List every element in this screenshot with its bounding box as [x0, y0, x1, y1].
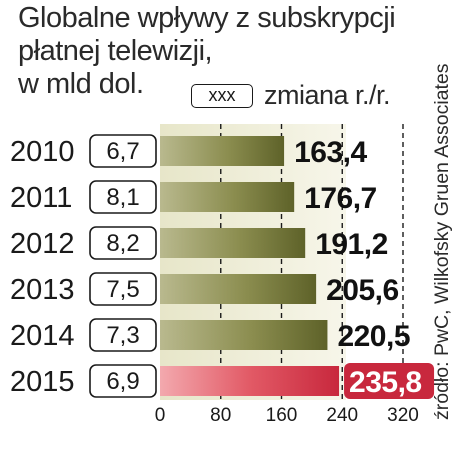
legend-change-box: xxx — [191, 84, 253, 108]
title-line: Globalne wpływy z subskrypcji — [18, 2, 396, 34]
change-box — [89, 318, 157, 352]
year-label: 2012 — [10, 228, 75, 260]
bar — [160, 228, 306, 258]
x-tick-label: 80 — [210, 405, 231, 426]
bar — [160, 366, 340, 396]
change-label: 8,1 — [106, 184, 139, 211]
plot-panel — [160, 124, 346, 400]
x-tick-label: 0 — [155, 405, 166, 426]
change-box — [89, 180, 157, 214]
year-label: 2014 — [10, 320, 75, 352]
value-label: 205,6 — [326, 274, 399, 307]
change-box — [89, 226, 157, 260]
year-label: 2011 — [10, 182, 72, 214]
change-box — [89, 134, 157, 168]
value-label: 163,4 — [294, 136, 367, 169]
value-label: 235,8 — [349, 366, 422, 399]
change-label: 7,5 — [106, 276, 139, 303]
x-tick-label: 240 — [326, 405, 358, 426]
year-label: 2010 — [10, 136, 75, 168]
change-label: 6,7 — [106, 138, 139, 165]
title-line: w mld dol. — [18, 68, 144, 100]
value-label: 176,7 — [304, 182, 377, 215]
bar — [160, 320, 328, 350]
change-label: 8,2 — [106, 230, 139, 257]
change-box — [89, 364, 157, 398]
year-label: 2015 — [10, 366, 75, 398]
x-tick-label: 160 — [266, 405, 298, 426]
bar — [160, 182, 295, 212]
legend-change-text: zmiana r./r. — [264, 80, 391, 110]
change-box — [89, 272, 157, 306]
value-label: 220,5 — [337, 320, 410, 353]
change-label: 6,9 — [106, 368, 139, 395]
chart-title: Globalne wpływy z subskrypcji płatnej te… — [18, 2, 398, 101]
value-label-background — [344, 363, 435, 399]
x-tick-label: 320 — [387, 405, 419, 426]
value-label: 191,2 — [315, 228, 388, 261]
bar — [160, 274, 317, 304]
year-label: 2013 — [10, 274, 75, 306]
title-line: płatnej telewizji, — [18, 35, 213, 67]
change-label: 7,3 — [106, 322, 139, 349]
bar — [160, 136, 285, 166]
